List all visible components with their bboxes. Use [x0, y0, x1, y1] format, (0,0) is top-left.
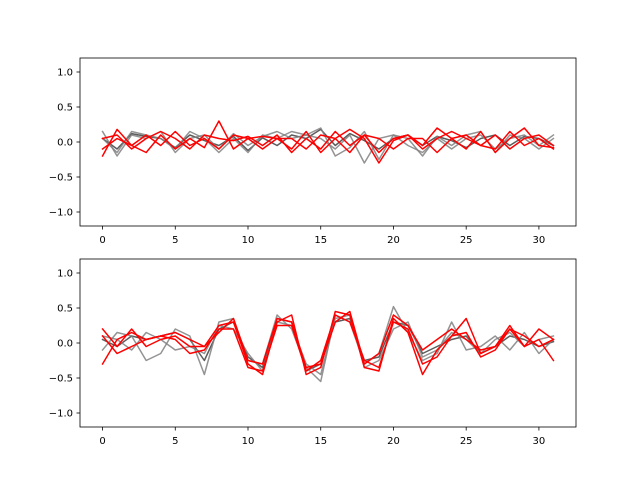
x-tick-label: 15 [314, 436, 327, 447]
y-tick-label: 0.0 [57, 339, 73, 350]
series-lines [101, 305, 555, 383]
x-tick-label: 15 [314, 235, 327, 246]
x-tick-label: 5 [172, 235, 178, 246]
x-tick-label: 0 [99, 235, 105, 246]
series-line-1 [101, 127, 555, 161]
x-tick-label: 30 [533, 235, 546, 246]
series-line-4 [101, 314, 555, 372]
x-tick-label: 25 [460, 235, 473, 246]
y-tick-label: 0.5 [57, 103, 73, 114]
bottom-subplot: 0 5 10 15 20 25 30 −1.0 −0.5 0.0 0.5 1.0 [49, 258, 577, 447]
y-tick-label: −1.0 [49, 208, 73, 219]
x-tick-label: 10 [242, 436, 255, 447]
y-tick-label: 0.5 [57, 304, 73, 315]
series-line-2 [101, 314, 555, 376]
top-subplot: 0 5 10 15 20 25 30 −1.0 −0.5 0.0 0.5 1.0 [49, 57, 577, 246]
axes-frame [79, 57, 577, 227]
series-line-3 [101, 120, 555, 164]
x-tick-label: 0 [99, 436, 105, 447]
x-tick-label: 20 [387, 235, 400, 246]
series-line-5 [101, 130, 555, 154]
y-tick-label: −0.5 [49, 173, 73, 184]
axes-frame [79, 258, 577, 428]
y-tick-label: 1.0 [57, 269, 73, 280]
x-tick-label: 5 [172, 436, 178, 447]
y-tick-label: −0.5 [49, 374, 73, 385]
x-tick-label: 25 [460, 436, 473, 447]
x-tick-label: 10 [242, 235, 255, 246]
x-tick-label: 30 [533, 436, 546, 447]
x-tick-label: 20 [387, 436, 400, 447]
y-tick-label: 0.0 [57, 138, 73, 149]
series-line-5 [101, 310, 555, 369]
y-tick-label: −1.0 [49, 409, 73, 420]
y-tick-label: 1.0 [57, 68, 73, 79]
series-lines [101, 120, 555, 164]
